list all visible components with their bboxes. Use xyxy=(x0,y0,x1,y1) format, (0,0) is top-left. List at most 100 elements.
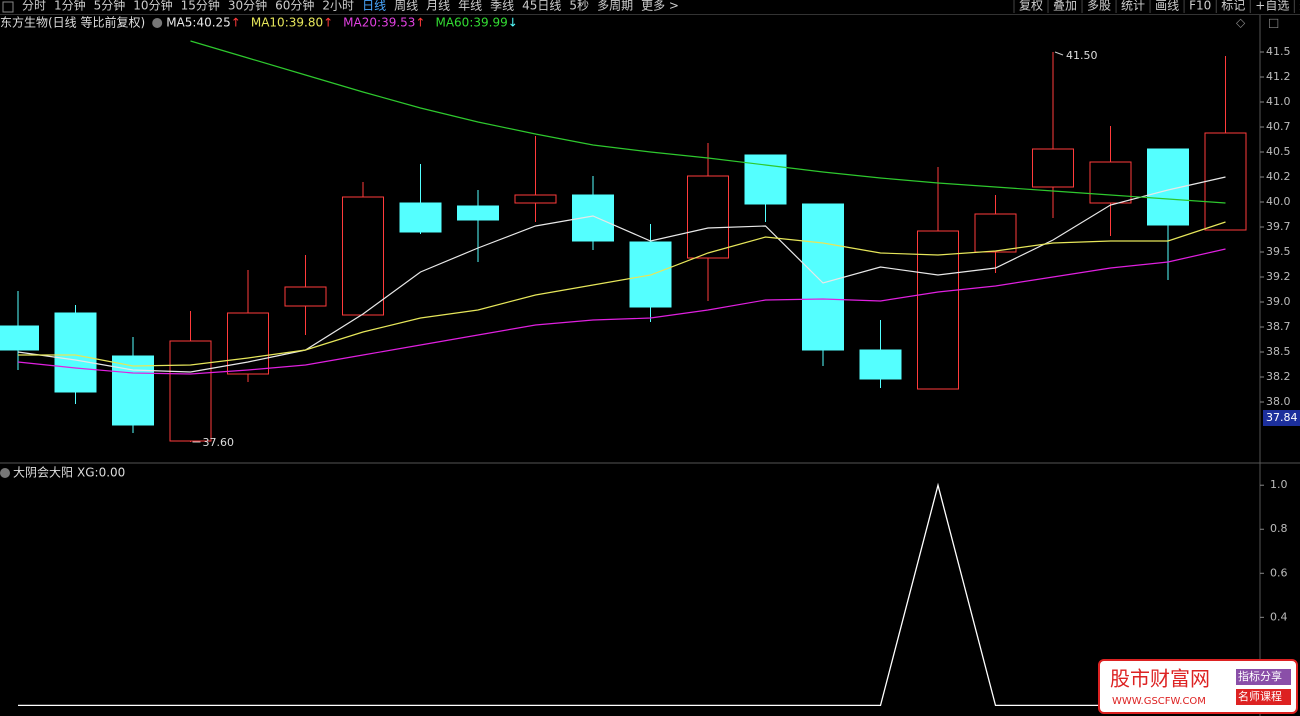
toolbar-button[interactable]: F10 xyxy=(1189,0,1211,13)
legend-value: 0.00 xyxy=(99,466,126,480)
diamond-icon: ◇ xyxy=(1236,16,1246,30)
legend-sep: : xyxy=(377,16,381,30)
candle-body xyxy=(227,312,269,375)
legend-sep: : xyxy=(192,16,196,30)
period-tab[interactable]: 1分钟 xyxy=(54,0,86,13)
y-tick-label: 0.8 xyxy=(1270,522,1288,535)
last-price-label: 37.84 xyxy=(1266,411,1298,424)
candle-body xyxy=(169,340,212,442)
y-tick-label: 1.0 xyxy=(1270,478,1288,491)
last-price-box xyxy=(1263,410,1300,426)
candle-body xyxy=(514,194,557,204)
ma-line xyxy=(18,221,1226,367)
y-tick-label: 0.4 xyxy=(1270,610,1288,623)
legend-sep: : xyxy=(95,466,99,480)
period-tab[interactable]: 5分钟 xyxy=(94,0,126,13)
max-label: 41.50 xyxy=(1066,49,1098,62)
toolbar-button[interactable]: 统计 xyxy=(1121,0,1145,13)
collapse-icon xyxy=(152,18,163,28)
period-tab[interactable]: 日线 xyxy=(362,0,386,13)
y-tick-label: 39.5 xyxy=(1266,245,1291,258)
candle-body xyxy=(0,325,39,351)
menu-icon xyxy=(2,1,14,13)
legend-name: MA20 xyxy=(343,16,377,30)
candle-body xyxy=(917,230,959,390)
toolbar-button[interactable]: +自选 xyxy=(1255,0,1289,13)
period-tab[interactable]: 月线 xyxy=(426,0,450,13)
candle-body xyxy=(802,203,844,351)
tag-bg xyxy=(1236,689,1291,705)
watermark-tag: 名师课程 xyxy=(1238,689,1282,703)
y-tick-label: 39.2 xyxy=(1266,270,1291,283)
ma-line xyxy=(17,176,1226,373)
indicator-title: 大阴会大阳 xyxy=(13,466,73,480)
candle-body xyxy=(1089,161,1132,204)
candle-body xyxy=(974,213,1017,253)
tag-bg xyxy=(1236,669,1291,685)
indicator-line xyxy=(18,482,1226,707)
legend-value: 40.25 xyxy=(196,16,230,30)
candle-body xyxy=(859,349,902,380)
legend-value: 39.80 xyxy=(289,16,323,30)
legend-value: 39.99 xyxy=(473,16,507,30)
y-tick-label: 38.7 xyxy=(1266,320,1291,333)
y-tick-label: 40.5 xyxy=(1266,145,1291,158)
candle-body xyxy=(1204,132,1247,231)
legend-name: MA5 xyxy=(166,16,192,30)
candle-body xyxy=(457,205,499,221)
period-tab[interactable]: 5秒 xyxy=(569,0,589,13)
period-tab[interactable]: 15分钟 xyxy=(181,0,220,13)
y-tick-label: 41.2 xyxy=(1266,70,1291,83)
period-tab[interactable]: 10分钟 xyxy=(133,0,172,13)
period-tab[interactable]: 60分钟 xyxy=(275,0,314,13)
collapse-icon xyxy=(0,468,10,478)
ma-line xyxy=(190,40,1226,204)
toolbar-button[interactable]: 标记 xyxy=(1221,0,1245,13)
candle-body xyxy=(284,286,327,307)
period-tab[interactable]: 季线 xyxy=(490,0,514,13)
legend-value: 39.53 xyxy=(381,16,415,30)
period-tab[interactable]: 45日线 xyxy=(522,0,561,13)
period-tab[interactable]: 周线 xyxy=(394,0,418,13)
toolbar-button[interactable]: 多股 xyxy=(1087,0,1111,13)
y-tick-label: 39.0 xyxy=(1266,295,1291,308)
max-pointer xyxy=(1054,51,1064,56)
restore-icon: □ xyxy=(1268,16,1279,30)
toolbar-button[interactable]: 叠加 xyxy=(1053,0,1077,13)
toolbar-button[interactable]: 画线 xyxy=(1155,0,1179,13)
legend-sep: : xyxy=(285,16,289,30)
legend-trend: ↑ xyxy=(231,16,241,30)
watermark-url: WWW.GSCFW.COM xyxy=(1112,696,1206,707)
legend-trend: ↑ xyxy=(415,16,425,30)
candle-body xyxy=(1032,148,1074,188)
period-tab[interactable]: 多周期 xyxy=(597,0,633,13)
period-tab[interactable]: 2小时 xyxy=(322,0,354,13)
legend-trend: ↓ xyxy=(508,16,518,30)
y-tick-label: 41.0 xyxy=(1266,95,1291,108)
ma-line xyxy=(17,248,1226,375)
y-tick-label: 38.0 xyxy=(1266,395,1291,408)
y-tick-label: 38.5 xyxy=(1266,345,1291,358)
candle-body xyxy=(744,154,787,205)
watermark-tag: 指标分享 xyxy=(1238,669,1282,683)
legend-name: MA60 xyxy=(435,16,469,30)
candle-body xyxy=(687,175,729,259)
legend-name: XG xyxy=(77,466,95,480)
candle-body xyxy=(342,196,384,316)
candle-body xyxy=(399,202,442,233)
toolbar-button[interactable]: 复权 xyxy=(1019,0,1043,13)
y-tick-label: 39.7 xyxy=(1266,220,1291,233)
min-label: 37.60 xyxy=(203,436,235,449)
chart-title: 东方生物(日线 等比前复权) xyxy=(0,15,145,30)
y-tick-label: 38.2 xyxy=(1266,370,1291,383)
y-tick-label: 40.7 xyxy=(1266,120,1291,133)
period-tab[interactable]: 年线 xyxy=(458,0,482,13)
y-tick-label: 0.6 xyxy=(1270,566,1288,579)
legend-trend: ↑ xyxy=(323,16,333,30)
period-tab[interactable]: 分时 xyxy=(22,0,46,13)
y-tick-label: 40.0 xyxy=(1266,195,1291,208)
period-tab[interactable]: 30分钟 xyxy=(228,0,267,13)
period-tab[interactable]: 更多 > xyxy=(641,0,679,13)
